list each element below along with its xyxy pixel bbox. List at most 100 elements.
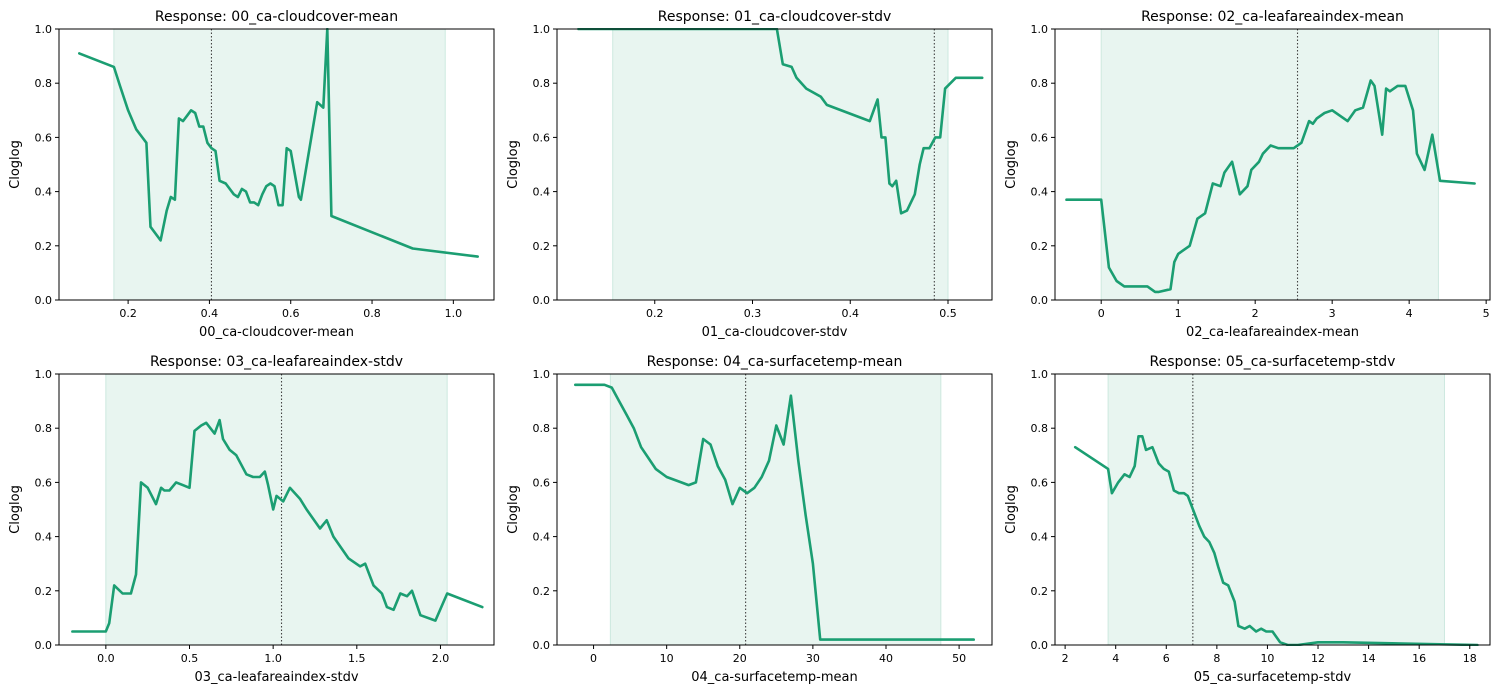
shaded-band xyxy=(113,28,446,301)
y-tick-label: 0.4 xyxy=(35,186,53,199)
series-line xyxy=(71,418,484,633)
x-axis-label: 02_ca-leafareaindex-mean xyxy=(1186,325,1359,340)
y-tick-label: 0.0 xyxy=(35,294,53,307)
y-tick-label: 0.0 xyxy=(533,294,551,307)
x-tick-label: 0.2 xyxy=(646,307,664,320)
x-tick-label: 12 xyxy=(1311,652,1325,665)
y-tick-label: 1.0 xyxy=(1031,368,1049,381)
x-tick-label: 1.0 xyxy=(445,307,463,320)
series-line xyxy=(573,383,976,641)
x-tick-label: 0 xyxy=(590,652,597,665)
x-tick-label: 50 xyxy=(952,652,966,665)
series-line xyxy=(577,28,984,215)
y-tick-label: 0.8 xyxy=(1031,422,1049,435)
x-tick-label: 14 xyxy=(1362,652,1376,665)
y-tick-label: 1.0 xyxy=(1031,23,1049,36)
y-tick-label: 0.6 xyxy=(35,131,53,144)
x-tick-label: 20 xyxy=(733,652,747,665)
y-axis-label: Cloglog xyxy=(506,485,521,534)
chart-panel-1: 0.2 0.3 0.4 0.5 0.0 0.2 0.4 0.6 0.8 1.0 Response: … xyxy=(506,9,993,340)
y-tick-label: 0.2 xyxy=(35,240,53,253)
chart-title: Response: 00_ca-cloudcover-mean xyxy=(155,9,398,25)
x-tick-label: 3 xyxy=(1329,307,1336,320)
x-tick-label: 10 xyxy=(1260,652,1274,665)
y-tick-label: 0.2 xyxy=(533,585,551,598)
y-tick-label: 0.4 xyxy=(533,531,551,544)
axes-frame xyxy=(1054,373,1491,646)
y-tick-label: 0.0 xyxy=(1031,294,1049,307)
x-tick-label: 0.6 xyxy=(282,307,300,320)
shaded-band xyxy=(1100,28,1439,301)
y-tick-label: 0.2 xyxy=(1031,585,1049,598)
series-line xyxy=(1073,434,1479,646)
chart-panel-4: 0 10 20 30 40 50 0.0 0.2 0.4 0.6 0.8 1.0 Response: 0… xyxy=(506,354,993,685)
x-tick-label: 4 xyxy=(1406,307,1413,320)
y-tick-label: 1.0 xyxy=(533,368,551,381)
x-tick-label: 1 xyxy=(1175,307,1182,320)
x-tick-label: 0.5 xyxy=(181,652,199,665)
y-tick-label: 1.0 xyxy=(35,368,53,381)
y-tick-label: 0.2 xyxy=(35,585,53,598)
axes-frame xyxy=(556,373,993,646)
shaded-band xyxy=(609,373,942,646)
y-axis-label: Cloglog xyxy=(8,485,23,534)
shaded-band xyxy=(612,28,949,301)
chart-panel-3: 0.0 0.5 1.0 1.5 2.0 0.0 0.2 0.4 0.6 0.8 1.0 Respons… xyxy=(8,354,495,685)
shaded-band xyxy=(1107,373,1445,646)
x-tick-label: 40 xyxy=(879,652,893,665)
y-tick-label: 1.0 xyxy=(35,23,53,36)
x-axis-label: 03_ca-leafareaindex-stdv xyxy=(194,670,358,685)
series-line xyxy=(1065,79,1476,294)
y-tick-label: 0.4 xyxy=(1031,531,1049,544)
chart-title: Response: 01_ca-cloudcover-stdv xyxy=(658,9,892,25)
x-tick-label: 1.5 xyxy=(348,652,366,665)
y-tick-label: 0.0 xyxy=(1031,639,1049,652)
y-tick-label: 0.2 xyxy=(1031,240,1049,253)
x-tick-label: 0.3 xyxy=(744,307,762,320)
x-tick-label: 0.4 xyxy=(201,307,219,320)
x-tick-label: 0.0 xyxy=(97,652,115,665)
x-axis-label: 01_ca-cloudcover-stdv xyxy=(702,325,848,340)
x-tick-label: 10 xyxy=(660,652,674,665)
x-tick-label: 0.2 xyxy=(119,307,137,320)
y-tick-label: 0.6 xyxy=(533,131,551,144)
x-axis-label: 05_ca-surfacetemp-stdv xyxy=(1194,670,1352,685)
x-tick-label: 18 xyxy=(1463,652,1477,665)
x-tick-label: 5 xyxy=(1483,307,1490,320)
x-tick-label: 1.0 xyxy=(264,652,282,665)
chart-title: Response: 02_ca-leafareaindex-mean xyxy=(1141,9,1404,25)
y-tick-label: 0.6 xyxy=(35,476,53,489)
x-tick-label: 2 xyxy=(1062,652,1069,665)
chart-panel-5: 2 4 6 8 10 12 14 16 18 0.0 0.2 0.4 0.6 0.8 1.0 Response… xyxy=(1004,354,1491,685)
x-tick-label: 0.8 xyxy=(363,307,381,320)
y-tick-label: 0.8 xyxy=(1031,77,1049,90)
axes-frame xyxy=(556,28,993,301)
chart-title: Response: 03_ca-leafareaindex-stdv xyxy=(150,354,403,370)
y-axis-label: Cloglog xyxy=(506,140,521,189)
y-tick-label: 0.6 xyxy=(533,476,551,489)
x-tick-label: 4 xyxy=(1112,652,1119,665)
y-tick-label: 0.2 xyxy=(533,240,551,253)
chart-title: Response: 05_ca-surfacetemp-stdv xyxy=(1150,354,1396,370)
series-line xyxy=(78,28,480,258)
chart-panel-0: 0.2 0.4 0.6 0.8 1.0 0.0 0.2 0.4 0.6 0.8 1.0 Respons… xyxy=(8,9,495,340)
y-tick-label: 0.4 xyxy=(1031,186,1049,199)
y-tick-label: 0.8 xyxy=(533,77,551,90)
x-tick-label: 16 xyxy=(1412,652,1426,665)
y-tick-label: 0.6 xyxy=(1031,476,1049,489)
y-tick-label: 0.8 xyxy=(35,422,53,435)
chart-panel-2: 0 1 2 3 4 5 0.0 0.2 0.4 0.6 0.8 1.0 Response: 02_ca-… xyxy=(1004,9,1491,340)
shaded-band xyxy=(105,373,448,646)
axes-frame xyxy=(58,28,495,301)
x-tick-label: 0.4 xyxy=(842,307,860,320)
x-tick-label: 0.5 xyxy=(939,307,957,320)
axes-frame xyxy=(58,373,495,646)
axes-frame xyxy=(1054,28,1491,301)
y-tick-label: 0.0 xyxy=(533,639,551,652)
x-tick-label: 2.0 xyxy=(432,652,450,665)
x-tick-label: 30 xyxy=(806,652,820,665)
y-tick-label: 0.8 xyxy=(35,77,53,90)
x-tick-label: 2 xyxy=(1252,307,1259,320)
y-tick-label: 1.0 xyxy=(533,23,551,36)
